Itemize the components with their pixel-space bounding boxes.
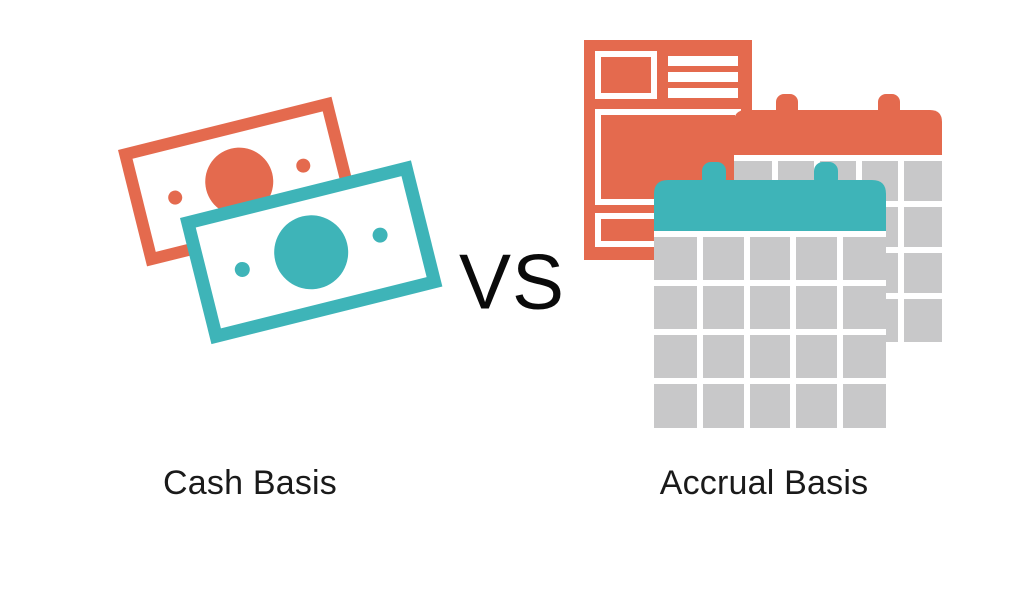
cash-basis-caption: Cash Basis: [40, 464, 460, 503]
accrual-basis-caption: Accrual Basis: [544, 464, 984, 503]
invoice-calendars-icon: [544, 0, 984, 440]
cash-basis-panel: Cash Basis: [40, 0, 460, 600]
accrual-basis-panel: Accrual Basis: [544, 0, 984, 600]
cash-bills-icon: [40, 0, 460, 440]
infographic-stage: Cash Basis VS: [0, 0, 1024, 600]
